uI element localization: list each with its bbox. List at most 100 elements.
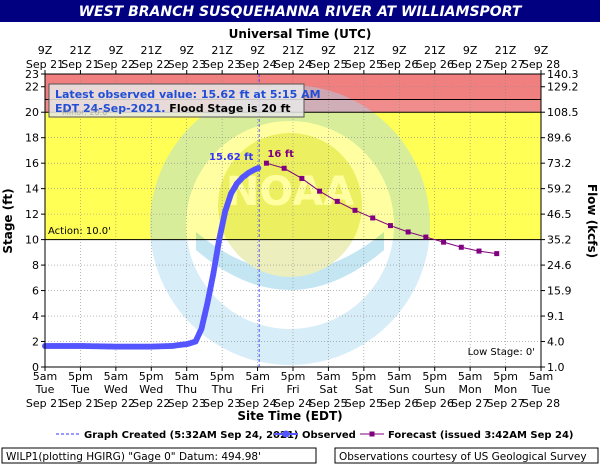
series-layer <box>42 160 500 350</box>
bottom-tick-day: Tue <box>35 383 55 396</box>
flood-stage-note: Flood Stage is 20 ft <box>165 102 290 115</box>
top-tick-date: Sep 22 <box>132 58 170 71</box>
top-tick-hour: 21Z <box>282 44 304 57</box>
right-tick-label: 108.5 <box>547 106 579 119</box>
top-tick-date: Sep 28 <box>522 58 560 71</box>
bottom-tick-day: Sat <box>319 383 338 396</box>
bottom-tick-date: Sep 27 <box>486 397 524 410</box>
bottom-tick-date: Sep 22 <box>132 397 170 410</box>
bottom-tick-date: Sep 24 <box>238 397 276 410</box>
bottom-tick-day: Wed <box>139 383 163 396</box>
legend-forecast: Forecast (issued 3:42AM Sep 24) <box>388 430 574 441</box>
right-tick-label: 1.0 <box>547 361 565 374</box>
left-tick-label: 18 <box>25 132 39 145</box>
forecast-point <box>405 229 411 235</box>
bottom-tick-date: Sep 23 <box>203 397 241 410</box>
left-tick-label: 0 <box>32 361 39 374</box>
forecast-point <box>494 251 500 257</box>
forecast-point <box>281 165 287 171</box>
top-tick-hour: 21Z <box>424 44 446 57</box>
left-tick-label: 14 <box>25 183 39 196</box>
top-tick-hour: 9Z <box>463 44 478 57</box>
forecast-series-line <box>266 162 497 255</box>
left-tick-label: 12 <box>25 208 39 221</box>
right-tick-label: 35.2 <box>547 234 572 247</box>
bottom-tick-date: Sep 24 <box>274 397 312 410</box>
right-tick-label: 89.6 <box>547 132 572 145</box>
grid-lines <box>44 73 542 368</box>
top-axis-label: Universal Time (UTC) <box>229 27 372 41</box>
seal-inner-circle <box>186 121 394 329</box>
bottom-tick-day: Mon <box>494 383 517 396</box>
bottom-tick-time: 5am <box>529 370 553 383</box>
seal-ocean-wave <box>196 232 384 290</box>
right-tick-label: 4.0 <box>547 336 565 349</box>
top-tick-hour: 21Z <box>495 44 517 57</box>
legend-graph-created: Graph Created (5:32AM Sep 24, 2021) <box>84 430 299 441</box>
bottom-tick-time: 5am <box>245 370 269 383</box>
top-tick-hour: 9Z <box>109 44 124 57</box>
right-tick-label: 24.6 <box>547 259 572 272</box>
bottom-tick-day: Thu <box>175 383 197 396</box>
top-tick-date: Sep 25 <box>345 58 383 71</box>
bottom-tick-time: 5pm <box>210 370 235 383</box>
bottom-tick-date: Sep 25 <box>345 397 383 410</box>
footer-datum: WILP1(plotting HGIRG) "Gage 0" Datum: 49… <box>6 451 261 463</box>
footer-credit-box <box>334 447 599 464</box>
left-tick-label: 4 <box>32 310 39 323</box>
right-tick-label: 73.2 <box>547 157 572 170</box>
top-tick-hour: 9Z <box>534 44 549 57</box>
latest-value-box-frame <box>48 83 305 118</box>
forecast-point <box>352 207 358 213</box>
chart-title: WEST BRANCH SUSQUEHANNA RIVER AT WILLIAM… <box>79 4 523 20</box>
noaa-seal-watermark: NOAA <box>150 85 430 365</box>
forecast-point <box>263 160 269 166</box>
bottom-tick-day: Wed <box>104 383 128 396</box>
forecast-point <box>334 198 340 204</box>
top-tick-hour: 21Z <box>70 44 92 57</box>
forecast-point <box>387 223 393 229</box>
left-tick-label: 6 <box>32 285 39 298</box>
bottom-tick-time: 5am <box>458 370 482 383</box>
bottom-tick-date: Sep 21 <box>26 397 64 410</box>
top-tick-date: Sep 25 <box>309 58 347 71</box>
right-axis-label: Flow (kcfs) <box>585 184 599 258</box>
top-tick-date: Sep 23 <box>168 58 206 71</box>
top-tick-date: Sep 24 <box>238 58 276 71</box>
top-tick-hour: 9Z <box>179 44 194 57</box>
bottom-tick-date: Sep 21 <box>61 397 99 410</box>
top-tick-date: Sep 21 <box>26 58 64 71</box>
right-tick-label: 15.9 <box>547 285 572 298</box>
right-tick-label: 46.5 <box>547 208 572 221</box>
top-tick-date: Sep 24 <box>274 58 312 71</box>
bottom-tick-time: 5am <box>174 370 198 383</box>
right-tick-label: 129.2 <box>547 81 579 94</box>
bottom-tick-date: Sep 23 <box>168 397 206 410</box>
bottom-tick-day: Thu <box>211 383 233 396</box>
top-tick-date: Sep 22 <box>97 58 135 71</box>
top-tick-hour: 9Z <box>38 44 53 57</box>
bottom-tick-time: 5am <box>316 370 340 383</box>
forecast-point <box>317 188 323 194</box>
forecast-point <box>370 215 376 221</box>
top-tick-date: Sep 27 <box>486 58 524 71</box>
bottom-tick-day: Tue <box>531 383 551 396</box>
bottom-tick-date: Sep 27 <box>451 397 489 410</box>
bottom-tick-day: Tue <box>70 383 90 396</box>
minor-stage-faint-label: Minor: 20.0' <box>62 108 110 117</box>
top-tick-hour: 21Z <box>211 44 233 57</box>
observed-point <box>255 165 262 172</box>
left-tick-label: 16 <box>25 157 39 170</box>
action-stage-label: Action: 10.0' <box>48 226 111 237</box>
bottom-tick-time: 5am <box>387 370 411 383</box>
forecast-peak-label: 16 ft <box>267 149 294 160</box>
top-tick-hour: 9Z <box>392 44 407 57</box>
bottom-axis-label: Site Time (EDT) <box>237 409 342 423</box>
bottom-tick-time: 5am <box>33 370 57 383</box>
forecast-point <box>441 239 447 245</box>
bottom-tick-time: 5pm <box>281 370 306 383</box>
seal-outer-ring <box>150 85 430 365</box>
bottom-tick-date: Sep 26 <box>416 397 454 410</box>
